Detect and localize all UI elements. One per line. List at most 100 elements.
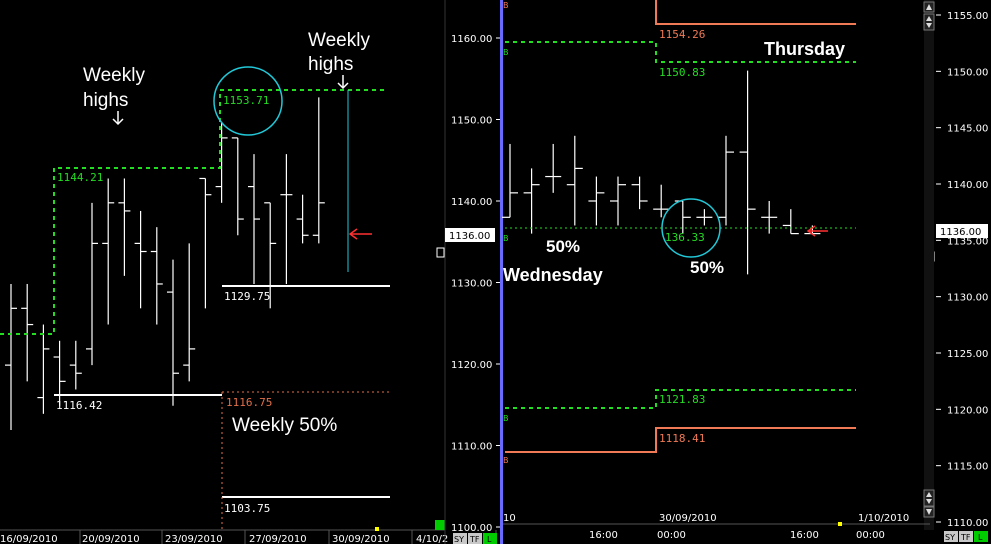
ohlc-bar xyxy=(696,209,713,226)
price-tick: 1145.00 xyxy=(947,124,988,135)
left-price-bars xyxy=(5,97,325,431)
annotation-thursday: Thursday xyxy=(764,39,845,59)
price-tick: 1150.00 xyxy=(947,67,988,78)
time-label: 1/10/2010 xyxy=(858,513,909,524)
ohlc-bar xyxy=(5,283,17,431)
time-label: 00:00 xyxy=(856,530,885,541)
left-date-labels: 16/09/2010 20/09/2010 23/09/2010 27/09/2010… xyxy=(0,530,497,544)
left-green-corner[interactable] xyxy=(435,520,445,530)
red-arrow-icon xyxy=(806,225,828,237)
label-1129: 1129.75 xyxy=(224,290,270,303)
annotation-weekly-50: Weekly 50% xyxy=(232,415,337,436)
price-tick: 1140.00 xyxy=(451,197,492,208)
fifty-percent-circle xyxy=(661,198,721,258)
price-tick: 1120.00 xyxy=(451,360,492,371)
ohlc-bar xyxy=(588,176,605,226)
l-button[interactable]: L xyxy=(483,533,497,544)
svg-text:SY: SY xyxy=(945,533,955,542)
price-axis-right-ticks: 1155.00 1150.00 1145.00 1140.00 1135.00 1130.… xyxy=(936,11,988,529)
ohlc-bar xyxy=(804,225,821,235)
ohlc-bar xyxy=(150,227,163,325)
svg-text:L: L xyxy=(487,535,492,544)
ohlc-bar xyxy=(280,154,293,284)
ohlc-bar xyxy=(248,154,260,284)
price-tick: 1160.00 xyxy=(451,34,492,45)
ohlc-bar xyxy=(718,135,734,226)
ohlc-bar xyxy=(782,209,799,235)
scrollbar-track[interactable] xyxy=(924,0,934,530)
date-label: 20/09/2010 xyxy=(82,534,140,544)
scroll-up-icon[interactable] xyxy=(923,1,935,13)
ohlc-bar xyxy=(523,168,540,234)
label-1154: 1154.26 xyxy=(659,28,705,41)
price-axis-left-bg xyxy=(445,0,501,530)
price-tick: 1135.00 xyxy=(947,236,988,247)
svg-text:SY: SY xyxy=(454,535,464,544)
date-label: 27/09/2010 xyxy=(249,534,307,544)
price-tick: 1140.00 xyxy=(947,180,988,191)
right-chart-panel: 1160.00 1150.00 1140.00 1130.00 1120.00 1110.… xyxy=(436,0,988,544)
tf-button[interactable]: TF xyxy=(468,533,482,544)
ohlc-bar xyxy=(215,121,228,203)
ohlc-bar xyxy=(739,70,756,275)
marker-b-1: B xyxy=(503,1,509,10)
time-label: 30/09/2010 xyxy=(659,513,717,524)
price-tick: 1130.00 xyxy=(451,279,492,290)
current-price-right: 1136.00 xyxy=(940,227,981,238)
price-tick: 1110.00 xyxy=(947,518,988,529)
svg-text:TF: TF xyxy=(469,535,480,544)
ohlc-bar xyxy=(264,202,277,309)
annotation-fifty-1: 50% xyxy=(546,237,580,256)
scroll-updown-icon[interactable] xyxy=(923,489,935,507)
date-label: 4/10/2 xyxy=(416,534,448,544)
time-label: 10 xyxy=(503,513,516,524)
ohlc-bar xyxy=(502,143,518,218)
price-tick: 1130.00 xyxy=(947,293,988,304)
label-1116-orange: 1116.75 xyxy=(226,396,272,409)
label-1121: 1121.83 xyxy=(659,393,705,406)
ohlc-bar xyxy=(296,194,309,244)
weekly-high-circle xyxy=(213,66,283,136)
ohlc-bar xyxy=(86,202,98,366)
label-136: 136.33 xyxy=(665,231,705,244)
annotation-weekly-highs-2: Weekly highs xyxy=(308,30,370,75)
ohlc-bar xyxy=(231,137,244,236)
marker-b-2: B xyxy=(503,48,509,57)
orange-lower-level xyxy=(505,427,856,453)
ohlc-bar xyxy=(610,176,626,226)
sy-button[interactable]: SY xyxy=(453,533,467,544)
current-price-box-right xyxy=(936,224,988,238)
orange-upper-level xyxy=(655,0,856,25)
ohlc-bar xyxy=(102,178,115,325)
axis-toggle-left[interactable] xyxy=(436,247,445,258)
date-label: 23/09/2010 xyxy=(165,534,223,544)
down-arrow-icon xyxy=(112,111,124,126)
svg-text:L: L xyxy=(978,533,983,542)
ohlc-bar xyxy=(183,243,196,382)
ohlc-bar xyxy=(312,97,325,244)
green-lower-level xyxy=(505,389,856,409)
price-tick: 1150.00 xyxy=(451,116,492,127)
date-label: 30/09/2010 xyxy=(332,534,390,544)
ohlc-bar xyxy=(134,210,147,309)
time-label: 16:00 xyxy=(790,530,819,541)
price-tick: 1115.00 xyxy=(947,462,988,473)
ohlc-bar xyxy=(545,143,562,193)
ohlc-bar xyxy=(631,176,648,210)
scroll-down-icon[interactable] xyxy=(923,506,935,518)
sy-button[interactable]: SY xyxy=(944,531,958,542)
l-button[interactable]: L xyxy=(974,531,988,542)
time-label: 00:00 xyxy=(657,530,686,541)
price-axis-left-ticks: 1160.00 1150.00 1140.00 1130.00 1120.00 1110.… xyxy=(451,34,500,534)
annotation-fifty-2: 50% xyxy=(690,258,724,277)
label-1150: 1150.83 xyxy=(659,66,705,79)
down-arrow-icon xyxy=(337,75,349,90)
scroll-updown-icon[interactable] xyxy=(923,13,935,31)
label-1153: 1153.71 xyxy=(223,94,269,107)
tf-button[interactable]: TF xyxy=(959,531,973,542)
annotation-weekly-highs-1: Weekly highs xyxy=(83,65,145,111)
right-price-bars xyxy=(502,70,821,275)
label-1118: 1118.41 xyxy=(659,432,705,445)
time-label: 16:00 xyxy=(589,530,618,541)
label-1116-white: 1116.42 xyxy=(56,399,102,412)
